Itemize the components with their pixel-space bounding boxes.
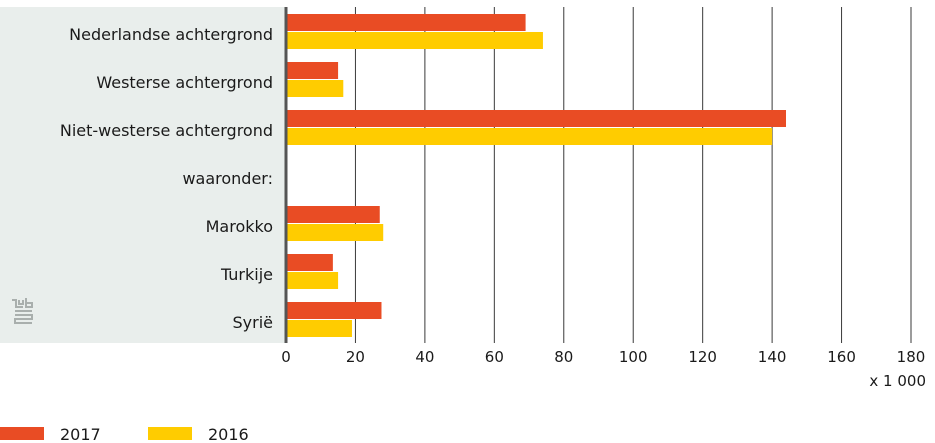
bars [286, 14, 786, 337]
bar-2016 [286, 224, 384, 241]
legend-swatch-2017 [0, 427, 44, 440]
legend-label-2017: 2017 [60, 425, 101, 443]
category-label: Turkije [220, 265, 273, 284]
x-tick-label: 140 [758, 348, 787, 366]
category-label: Nederlandse achtergrond [69, 25, 273, 44]
x-tick-label: 60 [485, 348, 504, 366]
category-label-panel [0, 7, 286, 343]
bar-2016 [286, 320, 352, 337]
bar-2016 [286, 32, 543, 49]
x-tick-label: 40 [415, 348, 434, 366]
category-label: Niet-westerse achtergrond [60, 121, 273, 140]
x-tick-labels: 0 20 40 60 80 100 120 140 160 180 [281, 348, 925, 366]
x-axis-unit-label: x 1 000 [869, 372, 926, 390]
bar-2016 [286, 272, 339, 289]
category-label: Westerse achtergrond [96, 73, 273, 92]
bar-2017 [286, 254, 333, 271]
category-labels: Nederlandse achtergrond Westerse achtergr… [60, 25, 273, 332]
x-tick-label: 80 [554, 348, 573, 366]
bar-2017 [286, 62, 339, 79]
cbs-logo-icon [12, 298, 33, 324]
category-label: Syrië [233, 313, 274, 332]
x-tick-label: 120 [688, 348, 717, 366]
x-tick-label: 0 [281, 348, 291, 366]
bar-2016 [286, 80, 344, 97]
bar-2017 [286, 302, 382, 319]
category-label: waaronder: [182, 169, 273, 188]
x-tick-label: 20 [346, 348, 365, 366]
legend-label-2016: 2016 [208, 425, 249, 443]
bar-2017 [286, 206, 380, 223]
x-tick-label: 160 [827, 348, 856, 366]
x-tick-label: 100 [619, 348, 648, 366]
category-label: Marokko [206, 217, 273, 236]
gridlines [354, 7, 912, 343]
bar-2017 [286, 14, 526, 31]
x-tick-label: 180 [897, 348, 926, 366]
legend: 2017 2016 [0, 425, 249, 443]
bar-2016 [286, 128, 773, 145]
legend-swatch-2016 [148, 427, 192, 440]
bar-2017 [286, 110, 786, 127]
